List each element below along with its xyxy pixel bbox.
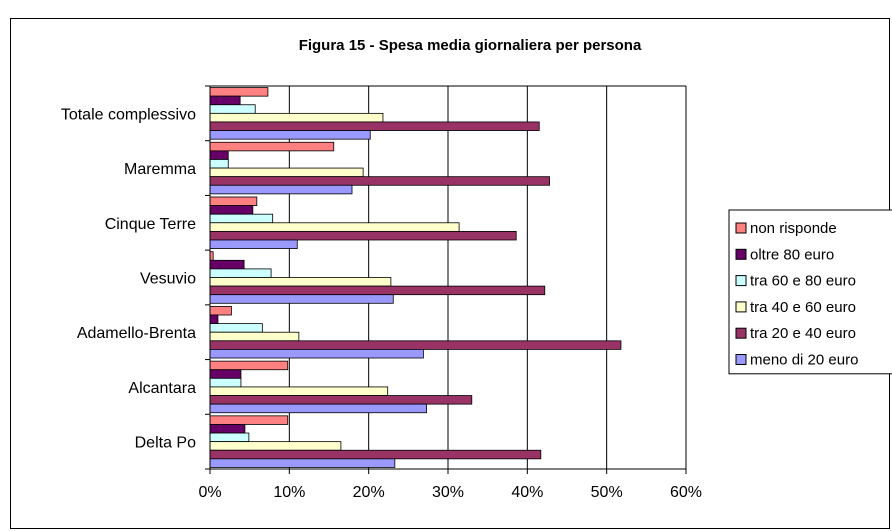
bar: [209, 184, 353, 195]
bar: [209, 95, 241, 106]
bar: [209, 130, 371, 140]
legend-box: [728, 209, 892, 375]
bar: [209, 340, 622, 350]
bar: [209, 432, 250, 443]
bar: [209, 121, 540, 131]
bar: [209, 449, 542, 460]
bar: [209, 441, 342, 451]
y-category-label: Adamello-Brenta: [77, 325, 196, 342]
bar: [209, 150, 229, 160]
bar: [209, 104, 256, 114]
bar: [209, 458, 396, 468]
bar: [209, 222, 460, 232]
legend-swatch: [735, 275, 747, 287]
bar: [209, 386, 389, 396]
legend-label: oltre 80 euro: [750, 246, 834, 263]
bar: [209, 205, 254, 215]
chart-title: Figura 15 - Spesa media giornaliera per …: [299, 37, 642, 54]
y-category-label: Vesuvio: [140, 271, 196, 288]
legend-label: tra 40 e 60 euro: [750, 299, 856, 316]
bar: [209, 268, 272, 278]
legend-swatch: [735, 248, 747, 260]
bar: [209, 306, 232, 316]
legend: non risponde oltre 80 euro tra 60 e 80 eur…: [728, 209, 892, 375]
bar: [209, 395, 473, 405]
bar: [209, 314, 219, 325]
x-tick-label: 0%: [198, 484, 221, 501]
legend-label: meno di 20 euro: [750, 352, 858, 369]
x-tick-label: 40%: [511, 484, 543, 501]
y-category-label: Cinque Terre: [105, 216, 196, 233]
bar: [209, 230, 517, 241]
legend-label: tra 20 e 40 euro: [750, 325, 856, 342]
bar: [209, 323, 263, 333]
bar: [209, 294, 394, 304]
y-category-label: Totale complessivo: [61, 106, 196, 123]
x-tick-label: 20%: [353, 484, 385, 501]
bar: [209, 167, 364, 178]
bar: [209, 141, 335, 152]
y-category-label: Delta Po: [135, 435, 196, 452]
legend-swatch: [735, 301, 747, 313]
bar: [209, 259, 245, 270]
bar: [209, 285, 546, 296]
legend-swatch: [735, 222, 747, 234]
bar: [209, 239, 298, 249]
y-category-label: Alcantara: [128, 380, 196, 397]
bar: [209, 87, 269, 97]
bar: [209, 331, 300, 342]
x-tick-label: 50%: [591, 484, 623, 501]
bar: [209, 349, 424, 359]
plot-area: 0% 10% 20% 30% 40% 50% 60% Totale complessivo Ma…: [61, 85, 702, 501]
legend-label: tra 60 e 80 euro: [750, 273, 856, 290]
bar: [209, 415, 289, 425]
x-tick-label: 10%: [273, 484, 305, 501]
legend-swatch: [735, 327, 747, 339]
bar: [209, 213, 274, 224]
bar: [209, 424, 246, 434]
x-tick-label: 30%: [432, 484, 464, 501]
bar: [209, 176, 550, 186]
legend-label: non risponde: [750, 220, 837, 237]
bar: [209, 369, 242, 379]
bar: [209, 377, 242, 388]
bar: [209, 196, 258, 206]
bar: [209, 277, 392, 287]
bar: [209, 360, 289, 371]
bar: [209, 403, 427, 414]
x-tick-label: 60%: [670, 484, 702, 501]
legend-swatch: [735, 354, 747, 365]
bar: [209, 112, 384, 123]
y-category-label: Maremma: [124, 161, 196, 178]
bar: [209, 159, 229, 169]
